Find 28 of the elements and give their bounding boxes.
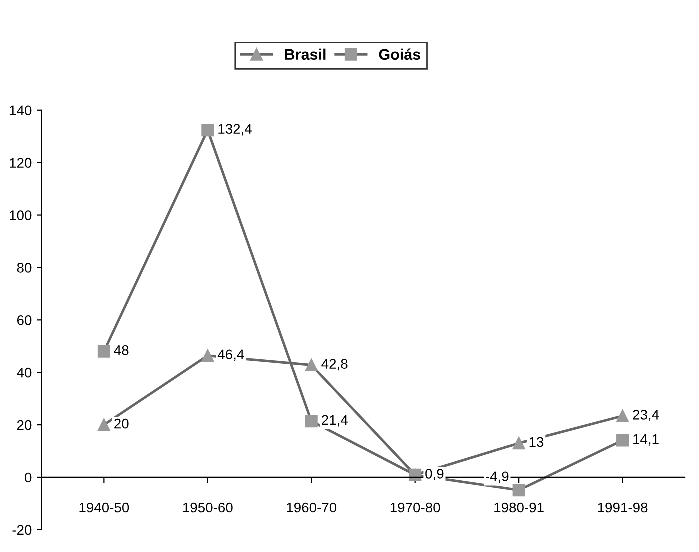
y-tick-label: 120 [10,158,32,168]
legend-label: Brasil [285,48,326,60]
y-tick-label: 140 [10,106,32,116]
data-label: 132,4 [218,124,252,136]
x-tick-label: 1940-50 [80,502,130,513]
data-label: 21,4 [322,415,348,427]
x-tick-label: 1960-70 [287,502,337,513]
data-label: 23,4 [633,410,660,422]
x-tick-label: 1991-98 [598,502,648,513]
y-tick-label: 20 [17,420,32,430]
data-label: 20 [114,418,129,429]
x-tick-label: 1950-60 [183,502,233,513]
data-label: -4,9 [486,472,509,484]
data-label: 14,1 [634,434,659,446]
x-tick-label: 1980-91 [494,502,544,513]
data-label: 13 [530,437,544,448]
data-label: 46,4 [218,350,244,362]
legend-label: Goiás [379,48,421,60]
y-tick-label: 80 [17,263,32,273]
y-tick-label: 40 [17,368,32,378]
data-label: 42,8 [322,359,348,371]
data-label: 48 [114,346,129,356]
x-tick-label: 1970-80 [390,502,440,513]
y-tick-label: 60 [17,315,32,326]
y-tick-label: 100 [10,210,32,220]
y-tick-label: 0 [25,472,32,483]
y-tick-label: -20 [12,525,32,536]
data-label: 0,9 [426,469,444,480]
